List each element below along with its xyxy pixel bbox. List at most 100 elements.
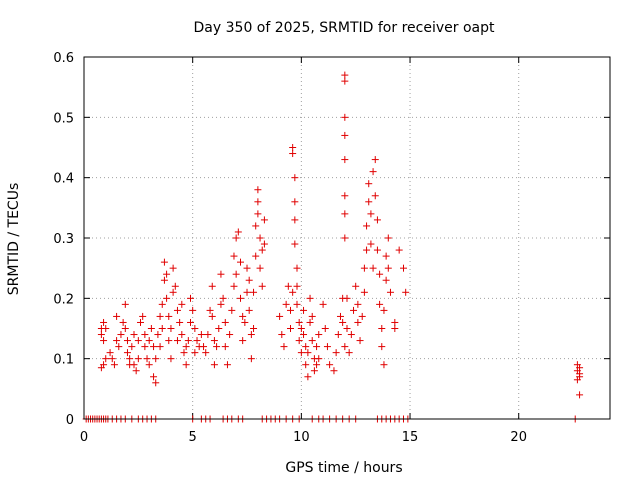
data-point [191,325,199,332]
data-point [150,373,158,381]
data-point [576,364,584,372]
data-point [156,312,164,320]
data-point [302,343,310,351]
data-point [187,318,195,326]
data-point [315,355,323,363]
data-point [332,349,340,357]
data-point [100,337,108,345]
data-point [341,192,349,200]
data-point [230,282,238,290]
plot-border [83,56,611,420]
data-point [134,355,142,363]
data-point [128,343,136,351]
data-point [217,270,225,278]
data-point [197,331,205,339]
x-tick-label: 5 [189,430,197,445]
data-point [208,312,216,320]
data-point [339,318,347,326]
data-point [141,331,149,339]
data-point [254,210,262,218]
data-point [341,131,349,139]
data-point [169,264,177,272]
data-point [306,294,314,302]
data-point [178,300,186,308]
data-point [293,282,301,290]
data-point [160,258,168,266]
data-point [154,331,162,339]
data-point [189,306,197,314]
data-point [291,174,299,182]
data-point [258,246,266,254]
data-point [573,376,581,384]
data-point [380,361,388,369]
data-point [276,312,284,320]
y-tick-label: 0 [66,413,74,428]
data-point [576,391,584,399]
data-point [289,144,297,151]
data-point [182,361,190,369]
data-point [156,343,164,351]
data-point [206,306,214,314]
data-point [165,337,173,345]
grid-lines [84,57,610,419]
data-point [123,349,131,357]
axis-ticks: 0 5 10 15 20 0 0.1 0.2 0.3 0.4 0.5 0.6 [53,51,610,445]
data-point [228,306,236,314]
data-point [293,264,301,272]
data-point [141,343,149,351]
x-tick-label: 0 [80,430,88,445]
chart-title: Day 350 of 2025, SRMTID for receiver oap… [194,20,495,36]
data-point [343,325,351,332]
data-point [371,156,379,164]
data-point [286,325,294,332]
data-point [102,355,110,363]
data-point [145,361,153,369]
data-point [308,312,316,320]
data-point [158,325,166,332]
data-point [223,361,231,369]
data-point [363,246,371,254]
data-point [310,367,318,375]
data-point [336,312,344,320]
data-point [247,331,255,339]
data-point [232,234,240,242]
data-point [247,355,255,363]
data-point [391,318,399,326]
data-point [234,228,242,236]
data-point [202,349,210,357]
data-point [169,288,177,296]
data-point [354,300,362,308]
data-point [130,361,138,369]
data-point [232,270,240,278]
data-point [291,198,299,206]
data-point [367,210,375,218]
data-point [254,198,262,206]
data-point [343,294,351,302]
data-point [184,337,192,345]
data-point [293,300,301,308]
data-point [163,294,171,302]
data-point [323,343,331,351]
x-tick-label: 10 [293,430,310,445]
data-point [384,264,392,272]
data-point [352,282,360,290]
data-point [260,216,268,224]
data-point [291,240,299,248]
data-point [204,331,212,339]
data-point [134,337,142,345]
data-point [180,349,188,357]
data-point [171,282,179,290]
data-point [254,186,262,194]
data-point [395,246,403,254]
data-point [378,325,386,332]
data-point [115,343,123,351]
data-point [356,337,364,345]
data-point [334,331,342,339]
data-point [173,337,181,345]
data-point [256,264,264,272]
data-point [167,325,175,332]
data-point [363,222,371,230]
data-point [258,282,266,290]
data-point [226,331,234,339]
y-tick-label: 0.3 [53,232,74,247]
